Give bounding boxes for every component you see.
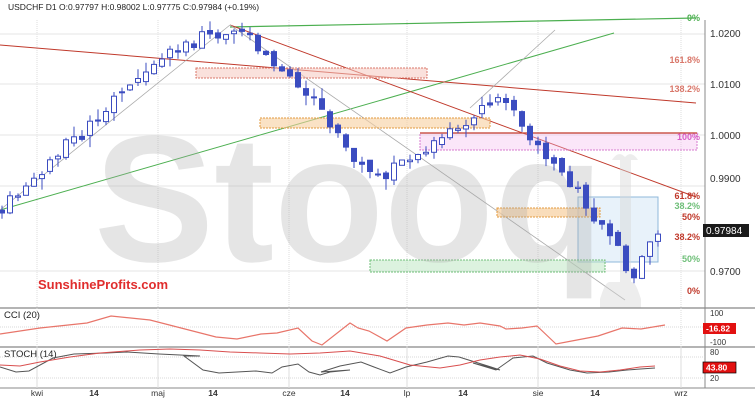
- svg-text:1.0200: 1.0200: [710, 29, 741, 40]
- svg-text:14: 14: [89, 388, 99, 398]
- svg-text:-16.82: -16.82: [706, 324, 730, 334]
- svg-text:0.97984: 0.97984: [706, 226, 743, 237]
- svg-text:100%: 100%: [677, 132, 700, 142]
- svg-text:-100: -100: [710, 338, 727, 347]
- svg-text:38.2%: 38.2%: [674, 201, 700, 211]
- svg-text:14: 14: [590, 388, 600, 398]
- svg-text:cze: cze: [282, 388, 296, 398]
- svg-text:STOCH (14): STOCH (14): [4, 349, 57, 360]
- svg-text:80: 80: [710, 348, 719, 357]
- svg-text:0%: 0%: [687, 286, 700, 296]
- svg-text:14: 14: [208, 388, 218, 398]
- svg-text:SunshineProfits.com: SunshineProfits.com: [38, 277, 168, 292]
- svg-text:USDCHF D1 O:0.97797 H:0.980: USDCHF D1 O:0.97797 H:0.98002 L:0.97775 …: [8, 2, 259, 12]
- svg-text:1.0100: 1.0100: [710, 80, 741, 91]
- svg-text:138.2%: 138.2%: [669, 84, 700, 94]
- svg-text:100: 100: [710, 309, 724, 318]
- svg-text:0.9900: 0.9900: [710, 174, 741, 185]
- svg-text:20: 20: [710, 374, 719, 383]
- svg-text:CCI (20): CCI (20): [4, 310, 40, 321]
- svg-text:sie: sie: [533, 388, 544, 398]
- svg-text:kwi: kwi: [31, 388, 43, 398]
- svg-text:14: 14: [458, 388, 468, 398]
- svg-text:161.8%: 161.8%: [669, 55, 700, 65]
- svg-text:43.80: 43.80: [706, 363, 728, 373]
- svg-text:50%: 50%: [682, 254, 700, 264]
- svg-text:0%: 0%: [687, 13, 700, 23]
- svg-text:maj: maj: [151, 388, 165, 398]
- svg-text:14: 14: [340, 388, 350, 398]
- svg-text:61.8%: 61.8%: [674, 191, 700, 201]
- svg-text:lp: lp: [404, 388, 411, 398]
- svg-text:0.9700: 0.9700: [710, 267, 741, 278]
- svg-text:wrz: wrz: [673, 388, 687, 398]
- svg-text:38.2%: 38.2%: [674, 232, 700, 242]
- svg-text:50%: 50%: [682, 212, 700, 222]
- svg-text:1.0000: 1.0000: [710, 131, 741, 142]
